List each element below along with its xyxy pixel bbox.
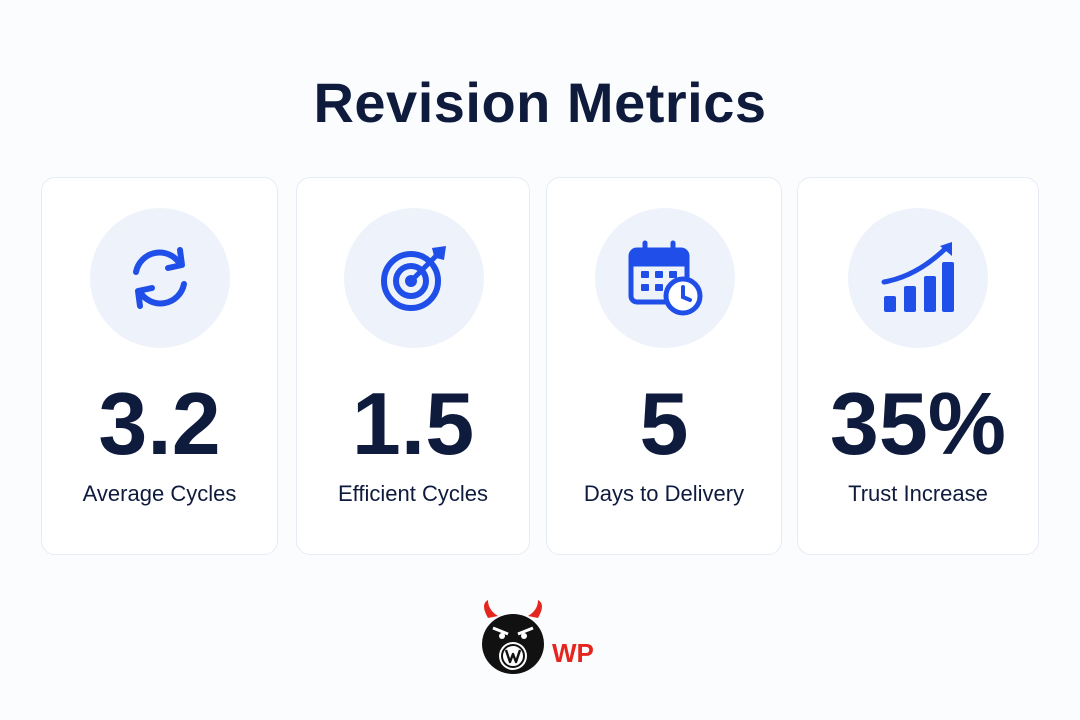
page-title: Revision Metrics: [313, 71, 767, 134]
icon-badge: [848, 208, 988, 348]
brand-logo: WP: [476, 598, 608, 678]
refresh-icon: [133, 247, 187, 309]
icon-badge: [344, 208, 484, 348]
metric-card-average-cycles: 3.2 Average Cycles: [41, 177, 278, 555]
logo-text: WP: [552, 638, 594, 668]
icon-badge: [595, 208, 735, 348]
bull-mascot-icon: [482, 600, 544, 674]
metric-value: 3.2: [98, 374, 221, 473]
metric-label: Average Cycles: [82, 481, 237, 506]
metric-value: 35%: [829, 374, 1007, 473]
metric-value: 5: [639, 374, 689, 473]
metric-card-efficient-cycles: 1.5 Efficient Cycles: [296, 177, 530, 555]
metric-label: Days to Delivery: [583, 481, 745, 506]
metric-card-trust-increase: 35% Trust Increase: [797, 177, 1039, 555]
growth-chart-icon: [881, 242, 954, 312]
icon-badge: [90, 208, 230, 348]
metric-label: Trust Increase: [848, 481, 988, 506]
metric-card-days-to-delivery: 5 Days to Delivery: [546, 177, 782, 555]
target-icon: [381, 246, 446, 311]
calendar-clock-icon: [628, 240, 703, 316]
metric-label: Efficient Cycles: [338, 481, 488, 506]
metric-value: 1.5: [351, 374, 475, 473]
